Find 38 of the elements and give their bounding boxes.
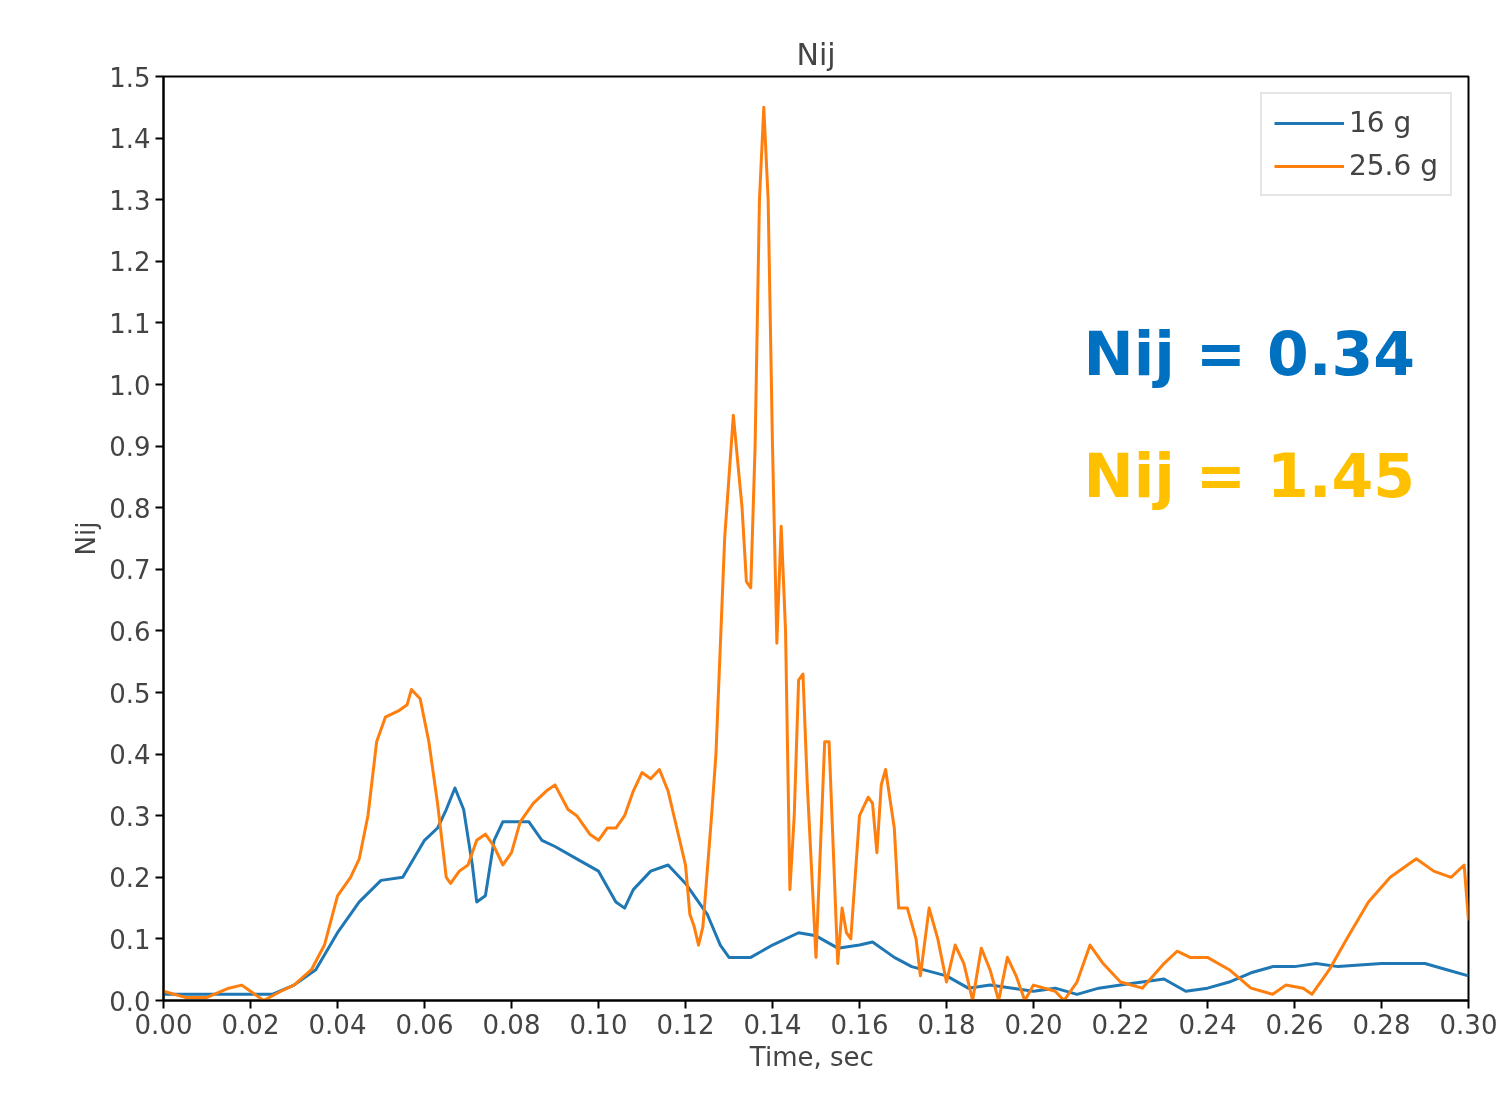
- y-tick-label: 0.7: [109, 555, 151, 586]
- x-tick-label: 0.22: [1091, 1009, 1150, 1040]
- y-tick-label: 1.5: [109, 62, 151, 93]
- y-tick-label: 0.3: [109, 801, 151, 832]
- y-tick-label: 0.1: [109, 924, 151, 955]
- annotation: Nij = 1.45: [1083, 440, 1415, 511]
- y-tick-label: 0.6: [109, 616, 151, 647]
- y-tick-label: 0.8: [109, 493, 151, 524]
- y-tick-label: 1.4: [109, 124, 151, 155]
- y-tick-label: 0.9: [109, 432, 151, 463]
- y-tick-label: 1.2: [109, 247, 151, 278]
- y-tick-label: 1.0: [109, 370, 151, 401]
- y-tick-label: 0.2: [109, 863, 151, 894]
- x-tick-label: 0.02: [221, 1009, 280, 1040]
- x-tick-label: 0.04: [308, 1009, 367, 1040]
- x-tick-label: 0.18: [917, 1009, 976, 1040]
- x-tick-label: 0.10: [569, 1009, 628, 1040]
- line-series: [163, 786, 1469, 996]
- annotation: Nij = 0.34: [1083, 318, 1415, 389]
- y-axis-title: Nij: [71, 521, 102, 556]
- x-tick-label: 0.24: [1178, 1009, 1237, 1040]
- x-tick-label: 0.16: [830, 1009, 889, 1040]
- x-tick-label: 0.08: [482, 1009, 541, 1040]
- y-tick-label: 0.5: [109, 678, 151, 709]
- x-axis-title: Time, sec: [748, 1041, 874, 1072]
- x-tick-label: 0.30: [1439, 1009, 1498, 1040]
- chart-title: Nij: [796, 36, 836, 72]
- x-tick-label: 0.20: [1004, 1009, 1063, 1040]
- x-tick-label: 0.14: [743, 1009, 802, 1040]
- x-tick-label: 0.12: [656, 1009, 715, 1040]
- y-tick-label: 1.3: [109, 185, 151, 216]
- legend-label: 16 g: [1348, 106, 1412, 139]
- legend-label: 25.6 g: [1348, 149, 1438, 182]
- y-tick-label: 1.1: [109, 308, 151, 339]
- x-tick-label: 0.06: [395, 1009, 454, 1040]
- x-tick-label: 0.28: [1352, 1009, 1411, 1040]
- y-tick-label: 0.4: [109, 740, 151, 771]
- x-tick-label: 0.26: [1265, 1009, 1324, 1040]
